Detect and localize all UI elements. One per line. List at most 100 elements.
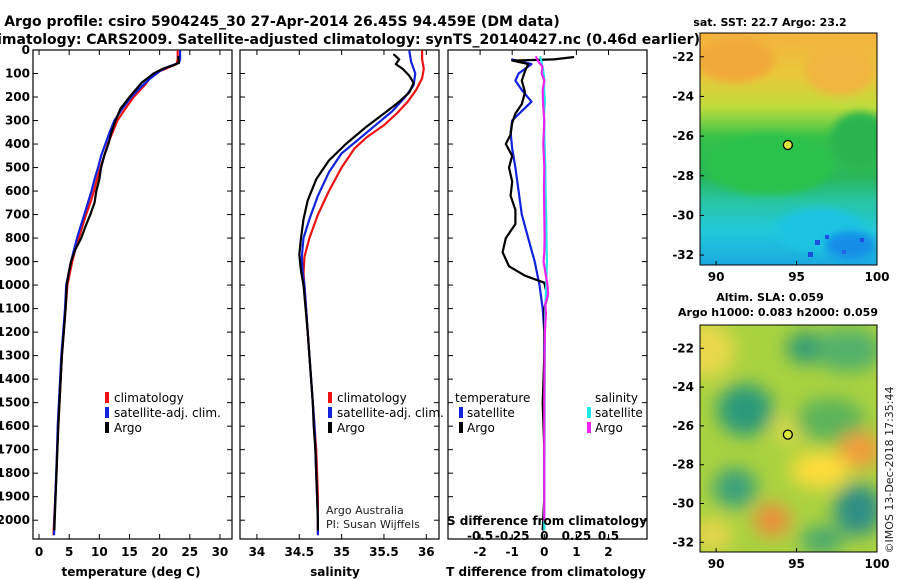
legend-swatch-satellite-adj <box>328 407 332 418</box>
series-line-argo <box>53 55 180 531</box>
depth-tick-label: 1000 <box>0 278 30 292</box>
depth-tick-label: 1500 <box>0 396 30 410</box>
legend-swatch-climatology <box>328 392 332 403</box>
depth-tick-label: 100 <box>5 67 30 81</box>
legend-swatch-s-argo <box>587 422 591 433</box>
axes-layer: 0 5 10 15 20 25 30 34 34.5 35 35.5 36 -2 -1 0 1 20100200… <box>0 43 647 559</box>
depth-tick-label: 500 <box>5 161 30 175</box>
depth-tick-label: 2000 <box>0 513 30 527</box>
depth-tick-label: 1800 <box>0 466 30 480</box>
x-tick-label: 30 <box>212 545 229 559</box>
salinity-axis-label: salinity <box>310 565 360 579</box>
credit-pi: PI: Susan Wijffels <box>326 518 420 531</box>
legend-swatch-argo <box>105 422 109 433</box>
sst-map-frame <box>699 32 878 266</box>
t-difference-axis-label: T difference from climatology <box>446 565 646 579</box>
map-y-tick-label: -26 <box>672 419 694 433</box>
legend-swatch-climatology <box>105 392 109 403</box>
map-y-tick-label: -30 <box>672 208 694 222</box>
map-y-tick-label: -28 <box>672 458 694 472</box>
credit-org: Argo Australia <box>326 504 404 517</box>
depth-tick-label: 1200 <box>0 325 30 339</box>
legend-label-climatology: climatology <box>114 391 184 405</box>
s-tick-label: 0.25 <box>562 529 592 543</box>
x-tick-label: 5 <box>65 545 73 559</box>
legend-label-argo: Argo <box>114 421 142 435</box>
map-y-tick-label: -28 <box>672 169 694 183</box>
depth-tick-label: 800 <box>5 231 30 245</box>
sla-map-frame <box>699 324 878 553</box>
series-line-t-argo <box>501 55 575 531</box>
difference-panel-frame <box>447 49 648 540</box>
x-tick-label: 2 <box>604 545 612 559</box>
legend-label-s-satellite: satellite <box>595 406 643 420</box>
difference-legend: temperature salinity satellite Argo sate… <box>455 391 643 435</box>
s-tick-label: 0 <box>540 529 548 543</box>
sst-map-axes: 90 95 100 -22 -24 -26 -28 -30 -32 <box>672 50 889 284</box>
s-tick-label: -0.25 <box>495 529 530 543</box>
series-line-climatology <box>302 50 425 536</box>
imos-credit: ©IMOS 13-Dec-2018 17:35:44 <box>883 387 896 554</box>
depth-tick-label: 1700 <box>0 443 30 457</box>
series-line-t-satellite <box>509 58 546 531</box>
map-y-tick-label: -30 <box>672 496 694 510</box>
x-tick-label: 1 <box>572 545 580 559</box>
figure-title-line2: Climatology: CARS2009. Satellite-adjuste… <box>0 32 700 48</box>
map-x-tick-label: 90 <box>708 270 725 284</box>
series-line-argo <box>298 53 415 531</box>
depth-tick-label: 700 <box>5 208 30 222</box>
x-tick-label: 36 <box>418 545 435 559</box>
series-layer <box>52 50 575 536</box>
profile-location-marker <box>782 139 794 151</box>
sla-map-title-line2: Argo h1000: 0.083 h2000: 0.059 <box>678 306 878 319</box>
map-y-tick-label: -32 <box>672 248 694 262</box>
sla-map-image <box>700 325 877 552</box>
legend-label-argo: Argo <box>337 421 365 435</box>
figure-title-line1: Argo profile: csiro 5904245_30 27-Apr-20… <box>4 14 560 30</box>
legend-label-satellite-adj: satellite-adj. clim. <box>337 406 444 420</box>
x-tick-label: 35.5 <box>369 545 399 559</box>
legend-swatch-t-argo <box>459 422 463 433</box>
legend-swatch-t-satellite <box>459 407 463 418</box>
x-tick-label: 34 <box>249 545 266 559</box>
x-tick-label: -2 <box>473 545 486 559</box>
map-x-tick-label: 90 <box>708 557 725 571</box>
x-tick-label: -1 <box>506 545 519 559</box>
salinity-panel-frame <box>239 49 440 540</box>
legend-title-temperature: temperature <box>455 391 530 405</box>
legend-swatch-satellite-adj <box>105 407 109 418</box>
depth-tick-label: 600 <box>5 184 30 198</box>
map-x-tick-label: 100 <box>864 557 889 571</box>
legend-label-t-satellite: satellite <box>467 406 515 420</box>
legend-label-satellite-adj: satellite-adj. clim. <box>114 406 221 420</box>
series-line-satellite-adj-clim- <box>300 50 417 536</box>
series-line-s-argo <box>535 55 550 522</box>
temperature-legend: climatology satellite-adj. clim. Argo <box>105 391 221 435</box>
depth-tick-label: 1900 <box>0 490 30 504</box>
depth-tick-label: 300 <box>5 114 30 128</box>
map-y-tick-label: -24 <box>672 89 694 103</box>
sla-map-axes: 90 95 100 -22 -24 -26 -28 -30 -32 <box>672 341 889 571</box>
depth-tick-label: 200 <box>5 90 30 104</box>
depth-tick-label: 1300 <box>0 349 30 363</box>
legend-label-s-argo: Argo <box>595 421 623 435</box>
map-y-tick-label: -22 <box>672 50 694 64</box>
map-x-tick-label: 95 <box>788 270 805 284</box>
depth-tick-label: 400 <box>5 137 30 151</box>
depth-tick-label: 900 <box>5 255 30 269</box>
depth-tick-label: 1400 <box>0 372 30 386</box>
map-x-tick-label: 95 <box>788 557 805 571</box>
x-tick-label: 15 <box>121 545 138 559</box>
legend-swatch-s-satellite <box>587 407 591 418</box>
sst-map-title: sat. SST: 22.7 Argo: 23.2 <box>693 16 846 29</box>
map-y-tick-label: -32 <box>672 535 694 549</box>
legend-title-salinity: salinity <box>595 391 638 405</box>
x-tick-label: 25 <box>181 545 198 559</box>
s-difference-axis-label: S difference from climatology <box>447 514 647 528</box>
depth-tick-label: 1600 <box>0 419 30 433</box>
salinity-legend: climatology satellite-adj. clim. Argo <box>328 391 444 435</box>
x-tick-label: 0 <box>540 545 548 559</box>
map-y-tick-label: -26 <box>672 129 694 143</box>
temperature-panel-frame <box>32 49 233 540</box>
